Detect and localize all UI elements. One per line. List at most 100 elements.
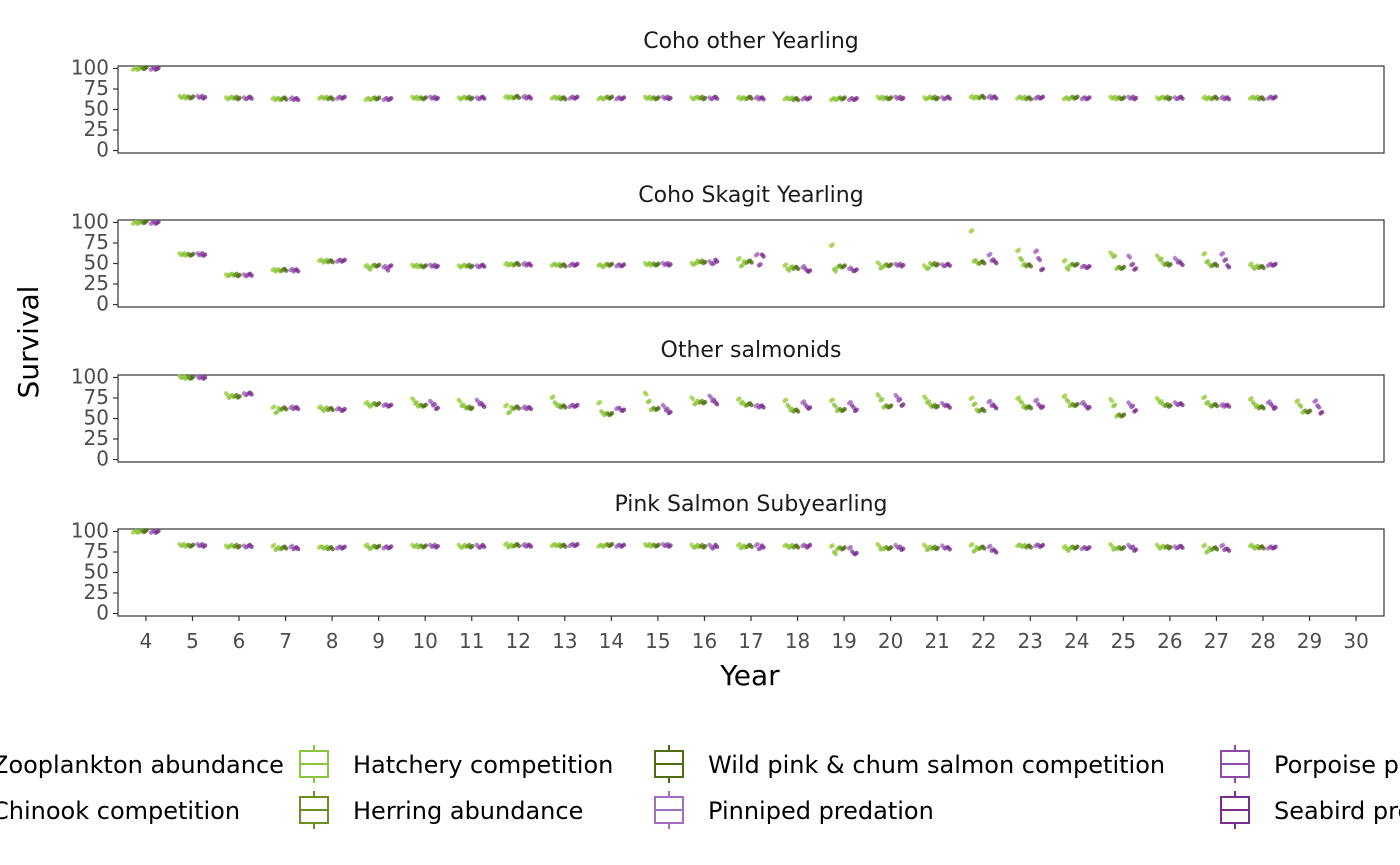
data-point: [1214, 547, 1220, 552]
data-point: [1220, 251, 1226, 256]
data-point: [432, 402, 437, 407]
data-point: [647, 398, 652, 404]
data-point: [854, 267, 859, 272]
x-tick-label: 30: [1343, 629, 1368, 653]
data-point: [414, 400, 419, 405]
data-point: [296, 97, 301, 103]
data-point: [284, 268, 289, 273]
data-point: [249, 96, 254, 101]
data-point: [1133, 408, 1139, 413]
data-point: [656, 542, 661, 547]
data-point: [1133, 547, 1139, 552]
x-tick-label: 25: [1111, 629, 1136, 653]
data-point: [880, 397, 885, 402]
data-point: [1121, 95, 1127, 100]
data-point: [435, 95, 440, 101]
data-point: [842, 406, 847, 412]
data-point: [848, 544, 853, 550]
data-point: [901, 95, 906, 101]
x-tick-label: 22: [971, 629, 996, 653]
legend-item: Zooplankton abundance: [0, 751, 284, 779]
data-point: [665, 406, 670, 412]
data-point: [563, 544, 568, 549]
data-point: [877, 261, 882, 267]
data-point: [854, 96, 859, 101]
y-tick-label: 50: [84, 97, 109, 121]
data-point: [1133, 95, 1139, 101]
data-point: [504, 541, 510, 546]
legend-item: Pinniped predation: [654, 791, 934, 829]
x-tick-label: 7: [279, 629, 292, 653]
data-point: [1087, 545, 1092, 550]
data-point: [1087, 405, 1092, 410]
data-point: [1168, 262, 1173, 267]
data-point: [1214, 263, 1220, 268]
data-point: [423, 263, 428, 268]
data-point: [935, 95, 940, 101]
legend-label: Chinook competition: [0, 797, 240, 825]
data-point: [761, 405, 766, 410]
data-point: [947, 263, 952, 268]
data-point: [749, 544, 754, 549]
data-point: [621, 407, 627, 412]
data-point: [935, 545, 940, 551]
data-point: [482, 264, 487, 269]
y-tick-label: 75: [84, 385, 109, 409]
data-point: [389, 544, 394, 549]
data-point: [1226, 404, 1232, 409]
y-tick-label: 75: [84, 230, 109, 254]
data-point: [1205, 258, 1211, 264]
data-point: [377, 262, 382, 267]
x-tick-label: 20: [878, 629, 903, 653]
data-point: [737, 542, 742, 547]
legend-item: Wild pink & chum salmon competition: [654, 745, 1165, 783]
data-point: [807, 542, 813, 548]
data-point: [668, 409, 673, 415]
x-tick-label: 11: [459, 629, 484, 653]
data-point: [575, 261, 580, 267]
data-point: [377, 543, 382, 549]
legend-item: Hatchery competition: [299, 745, 613, 783]
y-axis-title: Survival: [12, 286, 45, 399]
data-point: [807, 405, 813, 410]
data-point: [330, 260, 335, 265]
data-point: [284, 97, 289, 102]
data-point: [1273, 405, 1278, 410]
data-point: [330, 97, 335, 102]
x-tick-label: 21: [924, 629, 949, 653]
legend-label: Pinniped predation: [708, 797, 934, 825]
x-tick-label: 19: [831, 629, 856, 653]
data-point: [848, 399, 853, 405]
y-tick-label: 100: [71, 209, 109, 233]
data-point: [516, 262, 522, 268]
data-point: [482, 404, 487, 409]
data-point: [1087, 95, 1092, 100]
y-tick-label: 50: [84, 560, 109, 584]
x-tick-label: 26: [1157, 629, 1182, 653]
data-point: [144, 219, 149, 224]
data-point: [889, 545, 894, 550]
data-point: [272, 404, 277, 409]
data-point: [807, 268, 813, 273]
data-point: [737, 396, 742, 401]
data-point: [1168, 95, 1173, 101]
data-point: [761, 97, 766, 102]
data-point: [482, 544, 487, 549]
data-point: [877, 393, 882, 399]
data-point: [1226, 548, 1232, 553]
x-tick-label: 13: [552, 629, 577, 653]
x-tick-label: 12: [506, 629, 531, 653]
data-point: [1249, 396, 1254, 401]
data-point: [935, 262, 940, 267]
y-tick-label: 100: [71, 364, 109, 388]
data-point: [1261, 97, 1266, 102]
data-point: [458, 399, 463, 404]
data-point: [947, 547, 952, 552]
data-point: [575, 542, 580, 547]
data-point: [144, 528, 149, 533]
data-point: [190, 94, 196, 99]
data-point: [1112, 402, 1118, 408]
